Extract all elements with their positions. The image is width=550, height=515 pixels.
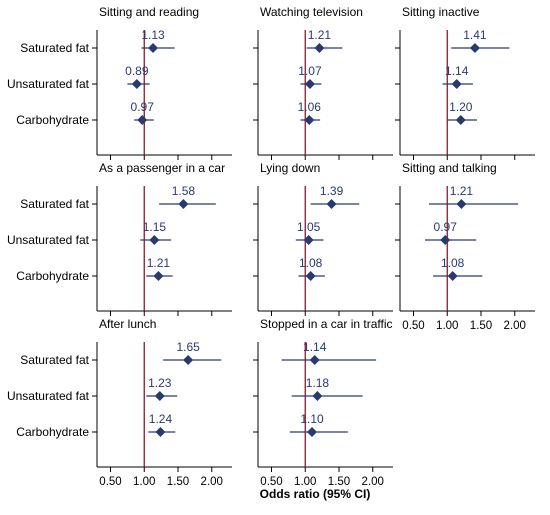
category-label: Unsaturated fat [7, 77, 90, 91]
x-axis-label: Odds ratio (95% CI) [260, 487, 371, 501]
data-label: 1.15 [143, 220, 167, 234]
odds-ratio-point [154, 391, 165, 401]
panel-title: Stopped in a car in traffic [260, 317, 393, 331]
data-label: 1.07 [298, 64, 322, 78]
data-label: 1.24 [149, 412, 173, 426]
panel-title: After lunch [99, 317, 156, 331]
odds-ratio-point [469, 43, 480, 53]
data-label: 1.14 [303, 340, 327, 354]
x-tick-label: 1.00 [436, 320, 458, 332]
data-label: 1.20 [449, 100, 473, 114]
panel-1: Sitting and reading Saturated fat Unsatura… [7, 5, 232, 160]
panel-6: Sitting and talking 0.50 1.00 1.50 2.00 1.21 0… [395, 161, 535, 332]
x-tick-label: 1.50 [167, 476, 189, 488]
odds-ratio-point [305, 271, 316, 281]
odds-ratio-point [137, 115, 148, 125]
odds-ratio-point [451, 79, 462, 89]
x-tick-label: 2.00 [362, 476, 384, 488]
odds-ratio-point [183, 355, 194, 365]
data-label: 1.21 [308, 28, 332, 42]
panel-title: Watching television [260, 5, 363, 19]
panel-8: Stopped in a car in traffic 0.50 1.00 1.50 2… [253, 317, 393, 488]
odds-ratio-point [326, 199, 337, 209]
odds-ratio-point [153, 271, 164, 281]
panel-title: Sitting inactive [402, 5, 480, 19]
x-tick-label: 2.00 [504, 320, 526, 332]
category-label: Saturated fat [20, 197, 89, 211]
x-tick-label: 1.50 [470, 320, 492, 332]
odds-ratio-point [178, 199, 189, 209]
odds-ratio-point [304, 79, 315, 89]
odds-ratio-point [131, 79, 142, 89]
data-label: 1.13 [141, 28, 165, 42]
category-label: Unsaturated fat [7, 389, 90, 403]
panel-title: Sitting and talking [402, 161, 497, 175]
data-label: 1.39 [320, 184, 344, 198]
data-label: 1.18 [306, 376, 330, 390]
data-label: 1.14 [445, 64, 469, 78]
odds-ratio-point [309, 355, 320, 365]
data-label: 1.06 [298, 100, 322, 114]
data-label: 1.41 [463, 28, 487, 42]
category-label: Carbohydrate [16, 425, 89, 439]
data-label: 1.21 [147, 256, 171, 270]
data-label: 1.65 [176, 340, 200, 354]
data-label: 1.05 [297, 220, 321, 234]
panel-title: Lying down [260, 161, 320, 175]
odds-ratio-point [440, 235, 451, 245]
panels-layer: Sitting and reading Saturated fat Unsatura… [7, 5, 535, 488]
category-label: Carbohydrate [16, 269, 89, 283]
data-label: 1.08 [441, 256, 465, 270]
odds-ratio-point [148, 43, 159, 53]
x-tick-label: 0.50 [99, 476, 121, 488]
odds-ratio-point [456, 199, 467, 209]
data-label: 0.89 [125, 64, 149, 78]
odds-ratio-point [155, 427, 166, 437]
odds-ratio-point [312, 391, 323, 401]
data-label: 1.10 [300, 412, 324, 426]
odds-ratio-point [455, 115, 466, 125]
data-label: 0.97 [131, 100, 155, 114]
panel-2: Watching television 1.21 1.07 1.06 [253, 5, 393, 160]
odds-ratio-point [314, 43, 325, 53]
data-label: 1.08 [299, 256, 323, 270]
data-label: 1.21 [450, 184, 474, 198]
data-label: 1.23 [148, 376, 172, 390]
panel-3: Sitting inactive 1.41 1.14 1.20 [395, 5, 535, 160]
odds-ratio-point [303, 235, 314, 245]
odds-ratio-point [307, 427, 317, 437]
panel-7: After lunch Saturated fat Unsaturated fat C… [7, 317, 232, 488]
panel-title: As a passenger in a car [99, 161, 225, 175]
category-label: Unsaturated fat [7, 233, 90, 247]
x-tick-label: 2.00 [201, 476, 223, 488]
data-label: 0.97 [434, 220, 458, 234]
odds-ratio-point [149, 235, 160, 245]
x-tick-label: 0.50 [260, 476, 282, 488]
category-label: Carbohydrate [16, 113, 89, 127]
x-tick-label: 0.50 [402, 320, 424, 332]
category-label: Saturated fat [20, 41, 89, 55]
odds-ratio-point [447, 271, 458, 281]
x-tick-label: 1.00 [294, 476, 316, 488]
data-label: 1.58 [172, 184, 196, 198]
panel-title: Sitting and reading [99, 5, 199, 19]
category-label: Saturated fat [20, 353, 89, 367]
x-tick-label: 1.50 [328, 476, 350, 488]
panel-4: As a passenger in a car Saturated fat Unsa… [7, 161, 232, 316]
odds-ratio-point [304, 115, 315, 125]
x-tick-label: 1.00 [133, 476, 155, 488]
